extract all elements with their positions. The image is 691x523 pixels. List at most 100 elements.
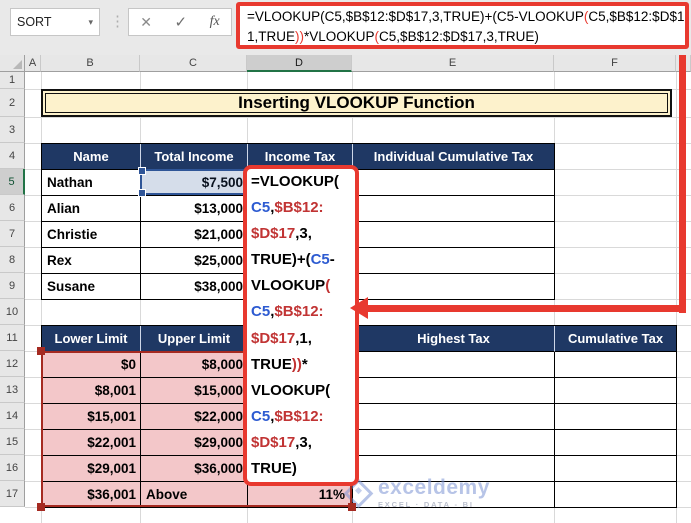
cell-cumulative-tax[interactable]: [555, 482, 677, 508]
row-header-9[interactable]: 9: [0, 273, 25, 299]
selection-handle[interactable]: [138, 167, 146, 175]
cell-cumulative-tax[interactable]: [555, 352, 677, 378]
header-highest-tax[interactable]: Highest Tax: [353, 326, 555, 352]
cell-cumulative[interactable]: [353, 170, 555, 196]
column-header-e[interactable]: E: [352, 55, 554, 72]
header-individual-cumulative-tax[interactable]: Individual Cumulative Tax: [353, 144, 555, 170]
cell-name[interactable]: Alian: [42, 196, 141, 222]
table-row: $22,001 $29,000: [42, 430, 677, 456]
header-cumulative-tax[interactable]: Cumulative Tax: [555, 326, 677, 352]
cell-lower[interactable]: $29,001: [42, 456, 141, 482]
cell-lower[interactable]: $15,001: [42, 404, 141, 430]
cell-cumulative-tax[interactable]: [555, 456, 677, 482]
column-header-d[interactable]: D: [247, 55, 352, 72]
cell-highest-tax[interactable]: [353, 456, 555, 482]
insert-function-icon[interactable]: fx: [209, 14, 220, 29]
cell-name[interactable]: Rex: [42, 248, 141, 274]
cell-lower[interactable]: $0: [42, 352, 141, 378]
cell-income[interactable]: $13,000: [141, 196, 248, 222]
cell-cumulative[interactable]: [353, 196, 555, 222]
cell-name[interactable]: Nathan: [42, 170, 141, 196]
selected-cell-c5[interactable]: [138, 167, 247, 197]
table-row: Christie $21,000: [42, 222, 555, 248]
cell-highest-tax[interactable]: [353, 430, 555, 456]
cell-upper[interactable]: $36,000: [141, 456, 248, 482]
column-header-a[interactable]: A: [25, 55, 41, 72]
cell-lower[interactable]: $8,001: [42, 378, 141, 404]
cell-income[interactable]: $25,000: [141, 248, 248, 274]
cancel-icon[interactable]: ✕: [140, 13, 152, 30]
cell-cumulative[interactable]: [353, 222, 555, 248]
row-header-13[interactable]: 13: [0, 377, 25, 403]
cell-cumulative[interactable]: [353, 248, 555, 274]
range-handle[interactable]: [37, 503, 45, 511]
select-all-corner[interactable]: [0, 55, 25, 72]
formula-bar-text: =VLOOKUP(C5,$B$12:$D$17,3,TRUE)+(C5-VLOO…: [247, 9, 689, 44]
table-row: $36,001 Above: [42, 482, 677, 508]
cell-income[interactable]: $21,000: [141, 222, 248, 248]
selection-handle[interactable]: [138, 189, 146, 197]
cell-highest-tax[interactable]: [353, 352, 555, 378]
row-header-1[interactable]: 1: [0, 72, 25, 89]
table-row: $8,001 $15,000: [42, 378, 677, 404]
cell-upper[interactable]: $22,000: [141, 404, 248, 430]
toolbar-separator-icon: ⋮: [110, 13, 125, 30]
title-banner-cell[interactable]: Inserting VLOOKUP Function: [41, 89, 672, 117]
header-lower-limit[interactable]: Lower Limit: [42, 326, 141, 352]
row-header-12[interactable]: 12: [0, 351, 25, 377]
header-total-income[interactable]: Total Income: [141, 144, 248, 170]
header-upper-limit[interactable]: Upper Limit: [141, 326, 248, 352]
row-header-2[interactable]: 2: [0, 89, 25, 117]
row-header-8[interactable]: 8: [0, 247, 25, 273]
row-header-3[interactable]: 3: [0, 117, 25, 143]
cell-rate[interactable]: [248, 482, 353, 508]
cell-highest-tax[interactable]: [353, 378, 555, 404]
in-cell-formula-box[interactable]: =VLOOKUP(C5,$B$12: $D$17,3, TRUE)+(C5- VLOO…: [243, 165, 359, 486]
enter-icon[interactable]: ✓: [174, 14, 188, 31]
tax-table: Lower Limit Upper Limit Highest Tax Cumu…: [41, 325, 677, 508]
column-header-c[interactable]: C: [140, 55, 247, 72]
cell-cumulative[interactable]: [353, 274, 555, 300]
range-handle[interactable]: [348, 503, 356, 511]
row-header-4[interactable]: 4: [0, 143, 25, 169]
cell-upper[interactable]: $15,000: [141, 378, 248, 404]
name-box-value: SORT: [17, 15, 52, 29]
cell-income[interactable]: $38,000: [141, 274, 248, 300]
cell-cumulative-tax[interactable]: [555, 378, 677, 404]
cell-upper[interactable]: $29,000: [141, 430, 248, 456]
chevron-down-icon[interactable]: ▾: [88, 16, 93, 27]
cell-cumulative-tax[interactable]: [555, 404, 677, 430]
name-box[interactable]: SORT ▾: [10, 8, 100, 36]
row-header-14[interactable]: 14: [0, 403, 25, 429]
formula-bar-input[interactable]: =VLOOKUP(C5,$B$12:$D$17,3,TRUE)+(C5-VLOO…: [236, 2, 689, 49]
row-header-16[interactable]: 16: [0, 455, 25, 481]
row-header-11[interactable]: 11: [0, 325, 25, 351]
cell-name[interactable]: Christie: [42, 222, 141, 248]
row-header-17[interactable]: 17: [0, 481, 25, 507]
table-row: $29,001 $36,000: [42, 456, 677, 482]
formula-button-group: ✕ ✓ fx: [128, 8, 232, 36]
callout-line-horizontal: [366, 305, 686, 312]
row-header-5[interactable]: 5: [0, 169, 25, 195]
callout-line-vertical: [679, 45, 686, 313]
row-header-10[interactable]: 10: [0, 299, 25, 325]
cell-upper[interactable]: Above: [141, 482, 248, 508]
cell-highest-tax[interactable]: [353, 482, 555, 508]
cell-d17-rate[interactable]: 11%: [318, 487, 345, 502]
cell-cumulative-tax[interactable]: [555, 430, 677, 456]
row-header-15[interactable]: 15: [0, 429, 25, 455]
cell-name[interactable]: Susane: [42, 274, 141, 300]
cell-lower[interactable]: $36,001: [42, 482, 141, 508]
row-header-6[interactable]: 6: [0, 195, 25, 221]
cell-lower[interactable]: $22,001: [42, 430, 141, 456]
gridline: [25, 117, 691, 118]
column-header-b[interactable]: B: [41, 55, 140, 72]
column-header-f[interactable]: F: [554, 55, 676, 72]
callout-arrowhead-icon: [350, 297, 368, 319]
range-handle[interactable]: [37, 347, 45, 355]
cell-upper[interactable]: $8,000: [141, 352, 248, 378]
row-header-7[interactable]: 7: [0, 221, 25, 247]
cell-highest-tax[interactable]: [353, 404, 555, 430]
header-name[interactable]: Name: [42, 144, 141, 170]
in-cell-formula: =VLOOKUP(C5,$B$12: $D$17,3, TRUE)+(C5- VLOO…: [251, 173, 339, 478]
